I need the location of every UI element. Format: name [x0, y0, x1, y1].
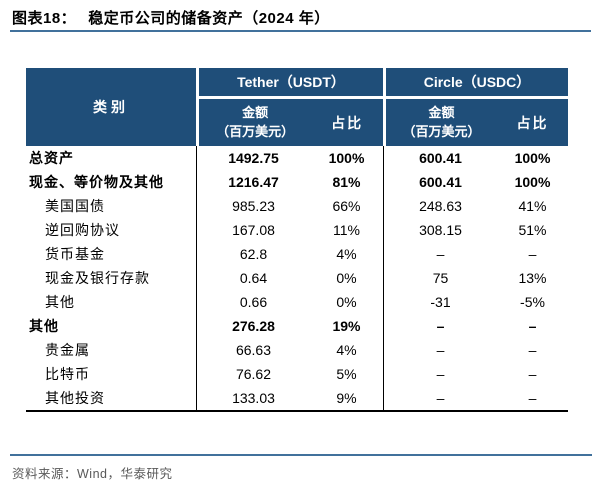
- tether-amount-cell: 66.63: [196, 338, 310, 362]
- table-header: 类别 Tether（USDT） 金额 （百万美元） 占比 Circle（USDC…: [26, 68, 568, 146]
- row-label: 其他投资: [45, 390, 105, 406]
- table-row: 现金、等价物及其他 1216.47 81% 600.41 100%: [26, 170, 568, 194]
- circle-share-cell: 51%: [518, 222, 547, 238]
- table-row: 现金及银行存款 0.64 0% 75 13%: [26, 266, 568, 290]
- row-label: 现金、等价物及其他: [29, 174, 164, 190]
- figure-title: 图表18： 稳定币公司的储备资产（2024 年）: [12, 7, 330, 28]
- circle-section-title: Circle（USDC）: [386, 68, 568, 96]
- table-row: 其他投资 133.03 9% – –: [26, 386, 568, 410]
- circle-amount-cell: 600.41: [383, 170, 497, 194]
- tether-share-cell: 19%: [332, 318, 361, 334]
- footer-rule: [10, 454, 592, 456]
- tether-amount-cell: 1492.75: [196, 146, 310, 170]
- tether-section-title: Tether（USDT）: [199, 68, 383, 96]
- tether-amount-cell: 0.64: [196, 266, 310, 290]
- figure-number: 图表18：: [12, 10, 77, 27]
- tether-share-cell: 4%: [336, 342, 357, 358]
- table-row: 比特币 76.62 5% – –: [26, 362, 568, 386]
- circle-amount-cell: 600.41: [383, 146, 497, 170]
- circle-share-cell: 13%: [518, 270, 547, 286]
- tether-amount-cell: 167.08: [196, 218, 310, 242]
- circle-share-cell: -5%: [520, 294, 545, 310]
- figure-title-text: 稳定币公司的储备资产（2024 年）: [88, 10, 330, 27]
- table-row: 逆回购协议 167.08 11% 308.15 51%: [26, 218, 568, 242]
- tether-amount-header: 金额 （百万美元）: [216, 104, 295, 139]
- circle-share-cell: 41%: [518, 198, 547, 214]
- table-row: 其他 0.66 0% -31 -5%: [26, 290, 568, 314]
- table-row: 总资产 1492.75 100% 600.41 100%: [26, 146, 568, 170]
- tether-section-header: Tether（USDT） 金额 （百万美元） 占比: [199, 68, 383, 146]
- row-label: 货币基金: [45, 246, 105, 262]
- circle-amount-cell: 308.15: [383, 218, 497, 242]
- reserve-assets-table: 类别 Tether（USDT） 金额 （百万美元） 占比 Circle（USDC…: [26, 68, 568, 412]
- circle-share-cell: –: [528, 318, 537, 334]
- circle-amount-cell: 75: [383, 266, 497, 290]
- circle-share-cell: –: [528, 342, 537, 358]
- row-label: 美国国债: [45, 198, 105, 214]
- circle-share-cell: –: [528, 390, 537, 406]
- row-label: 贵金属: [45, 342, 90, 358]
- circle-amount-cell: –: [383, 242, 497, 266]
- circle-amount-cell: –: [383, 314, 497, 338]
- tether-share-cell: 0%: [336, 294, 357, 310]
- circle-section-header: Circle（USDC） 金额 （百万美元） 占比: [386, 68, 568, 146]
- title-rule: [10, 30, 591, 32]
- tether-share-cell: 9%: [336, 390, 357, 406]
- row-label: 现金及银行存款: [45, 270, 150, 286]
- tether-share-cell: 100%: [328, 150, 365, 166]
- tether-share-cell: 11%: [333, 222, 360, 238]
- circle-share-header: 占比: [516, 114, 549, 131]
- tether-amount-cell: 276.28: [196, 314, 310, 338]
- tether-share-cell: 5%: [336, 366, 357, 382]
- tether-amount-cell: 62.8: [196, 242, 310, 266]
- table-body: 总资产 1492.75 100% 600.41 100% 现金、等价物及其他 1…: [26, 146, 568, 412]
- table-row: 其他 276.28 19% – –: [26, 314, 568, 338]
- table-row: 货币基金 62.8 4% – –: [26, 242, 568, 266]
- table-row: 美国国债 985.23 66% 248.63 41%: [26, 194, 568, 218]
- tether-amount-cell: 985.23: [196, 194, 310, 218]
- tether-share-header: 占比: [331, 114, 364, 131]
- circle-share-cell: –: [528, 366, 537, 382]
- tether-share-cell: 0%: [336, 270, 357, 286]
- tether-share-cell: 81%: [332, 174, 361, 190]
- row-label: 其他: [45, 294, 75, 310]
- tether-amount-cell: 76.62: [196, 362, 310, 386]
- circle-amount-cell: –: [383, 338, 497, 362]
- tether-amount-cell: 0.66: [196, 290, 310, 314]
- circle-amount-cell: –: [383, 386, 497, 410]
- category-column-header: 类别: [26, 68, 196, 146]
- table-row: 贵金属 66.63 4% – –: [26, 338, 568, 362]
- circle-share-cell: 100%: [514, 174, 551, 190]
- circle-share-cell: 100%: [514, 150, 551, 166]
- tether-amount-cell: 133.03: [196, 386, 310, 410]
- row-label: 总资产: [29, 150, 74, 166]
- circle-share-cell: –: [528, 246, 537, 262]
- row-label: 其他: [29, 318, 59, 334]
- tether-share-cell: 66%: [332, 198, 361, 214]
- row-label: 逆回购协议: [45, 222, 120, 238]
- tether-share-cell: 4%: [336, 246, 357, 262]
- circle-amount-cell: 248.63: [383, 194, 497, 218]
- circle-amount-cell: –: [383, 362, 497, 386]
- circle-amount-cell: -31: [383, 290, 497, 314]
- tether-amount-cell: 1216.47: [196, 170, 310, 194]
- source-note: 资料来源：Wind，华泰研究: [12, 467, 173, 481]
- row-label: 比特币: [45, 366, 90, 382]
- circle-amount-header: 金额 （百万美元）: [402, 104, 481, 139]
